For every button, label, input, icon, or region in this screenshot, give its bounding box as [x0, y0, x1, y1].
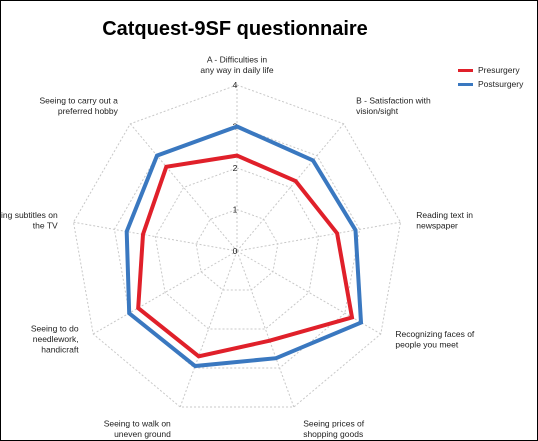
axis-label: B - Satisfaction with vision/sight: [356, 96, 431, 117]
legend-label-presurgery: Presurgery: [478, 65, 520, 75]
tick-label: 1: [233, 205, 238, 215]
tick-label: 4: [233, 80, 238, 90]
grid-ring-1: [195, 208, 279, 291]
axis-label: Seeing to do needlework, handicraft: [31, 324, 79, 355]
series-line-postsurgery: [124, 124, 364, 369]
axis-label: Seeing to carry out a preferred hobby: [39, 96, 118, 117]
series-line-presurgery: [136, 153, 355, 359]
legend-swatch-presurgery: [458, 69, 473, 73]
chart-title: Catquest-9SF questionnaire: [102, 18, 368, 40]
axis-label: A - Difficulties in any way in daily life: [200, 55, 274, 76]
axis-label: Seeing prices of shopping goods: [303, 418, 365, 439]
legend-item-presurgery: Presurgery: [458, 63, 523, 77]
axis-label: Recognizing faces of people you meet: [395, 329, 475, 350]
legend-swatch-postsurgery: [458, 83, 473, 87]
chart-legend: Presurgery Postsurgery: [458, 63, 523, 91]
tick-label: 2: [233, 163, 238, 173]
axis-label: Reading text in newspaper: [416, 210, 473, 231]
legend-label-postsurgery: Postsurgery: [478, 79, 524, 89]
grid-ring-2: [154, 167, 320, 330]
legend-item-postsurgery: Postsurgery: [458, 77, 523, 91]
axis-spoke: [236, 250, 295, 408]
tick-label: 0: [233, 246, 238, 256]
axis-label: Seeing to walk on uneven ground: [104, 418, 171, 439]
